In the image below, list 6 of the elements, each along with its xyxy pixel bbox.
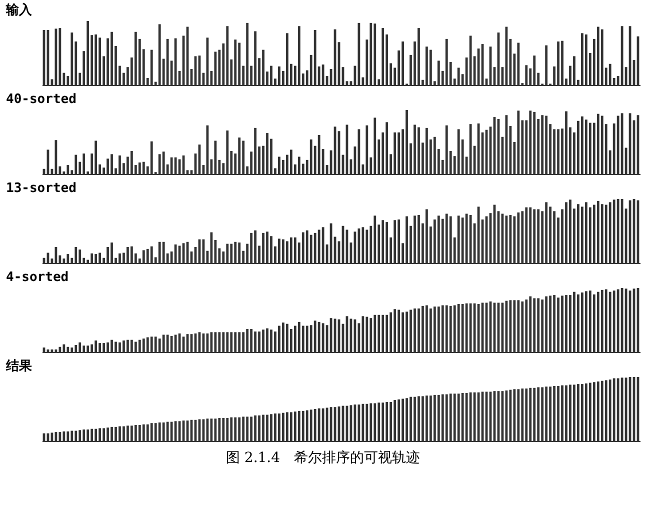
chart-title: 40-sorted <box>6 92 76 107</box>
chart-title: 输入 <box>5 2 33 18</box>
chart-title: 4-sorted <box>6 270 69 285</box>
chart-title: 13-sorted <box>6 181 76 196</box>
caption: 图 2.1.4 希尔排序的可视轨迹 <box>226 450 420 466</box>
chart-title: 结果 <box>5 359 33 374</box>
